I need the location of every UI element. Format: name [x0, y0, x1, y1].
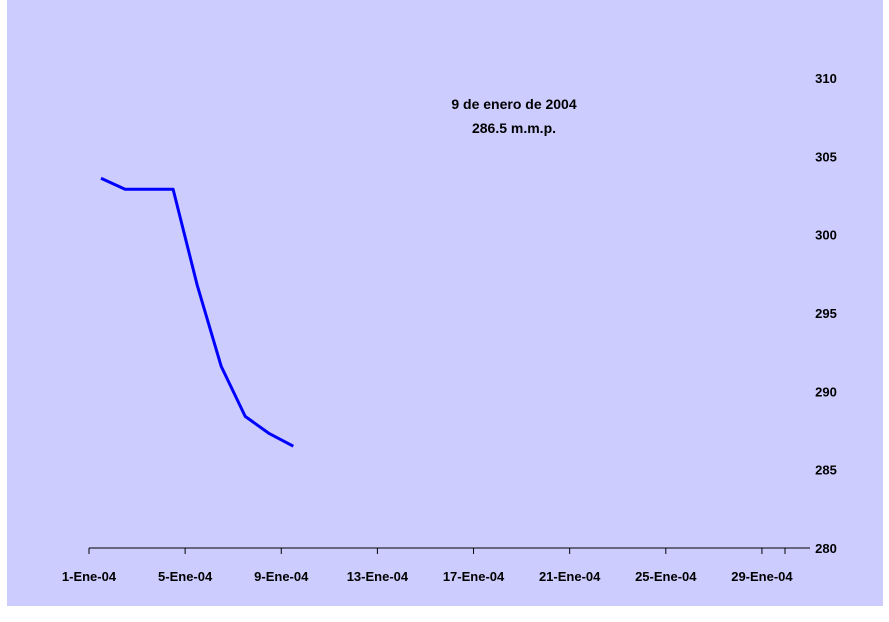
- x-tick-label: 9-Ene-04: [254, 569, 309, 584]
- y-tick-label: 290: [815, 384, 837, 399]
- x-tick-label: 1-Ene-04: [62, 569, 117, 584]
- x-tick-label: 17-Ene-04: [443, 569, 505, 584]
- y-tick-label: 305: [815, 149, 837, 164]
- series-line: [100, 176, 294, 448]
- y-tick-label: 295: [815, 306, 837, 321]
- annotation-date: 9 de enero de 2004: [451, 96, 577, 112]
- annotation-value: 286.5 m.m.p.: [472, 120, 556, 136]
- x-tick-label: 13-Ene-04: [347, 569, 409, 584]
- x-tick-label: 29-Ene-04: [731, 569, 793, 584]
- x-tick-label: 25-Ene-04: [635, 569, 697, 584]
- y-tick-label: 285: [815, 463, 837, 478]
- x-tick-label: 21-Ene-04: [539, 569, 601, 584]
- series-layer: [100, 176, 294, 448]
- y-tick-label: 310: [815, 71, 837, 86]
- chart-background: [7, 0, 883, 606]
- y-tick-label: 280: [815, 541, 837, 556]
- y-tick-label: 300: [815, 228, 837, 243]
- x-axis-ticks: 1-Ene-04 5-Ene-04 9-Ene-04 13-Ene-04 17-Ene-…: [62, 548, 793, 584]
- x-tick-label: 5-Ene-04: [158, 569, 213, 584]
- y-axis-ticks: 280 285 290 295 300 305 310: [815, 71, 837, 556]
